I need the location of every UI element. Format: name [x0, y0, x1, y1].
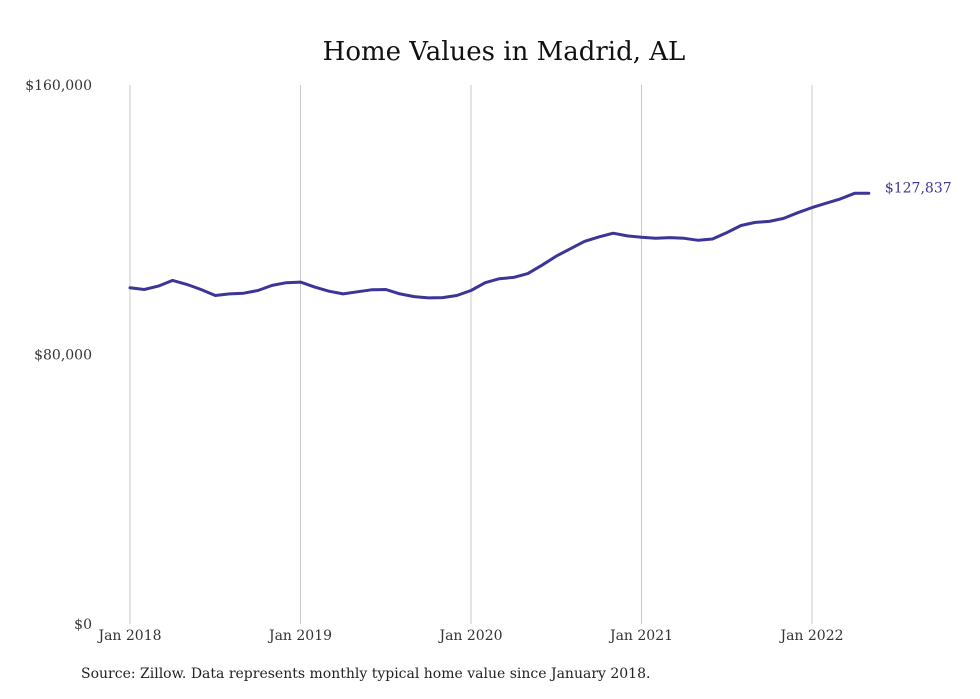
- series-end-label: $127,837: [885, 180, 952, 196]
- y-axis-ticks: $0 $80,000 $160,000: [25, 78, 92, 633]
- source-note: Source: Zillow. Data represents monthly …: [81, 666, 651, 682]
- y-tick-label: $80,000: [34, 348, 92, 364]
- x-tick-label: Jan 2020: [437, 628, 502, 644]
- grid-lines: [129, 85, 813, 624]
- x-tick-label: Jan 2018: [96, 628, 161, 644]
- y-tick-label: $0: [74, 617, 92, 633]
- y-tick-label: $160,000: [25, 78, 92, 94]
- x-tick-label: Jan 2022: [778, 628, 843, 644]
- series-group: $127,837: [128, 180, 952, 300]
- x-tick-label: Jan 2019: [267, 628, 332, 644]
- x-axis-ticks: Jan 2018 Jan 2019 Jan 2020 Jan 2021 Jan 2022: [96, 628, 843, 644]
- x-tick-label: Jan 2021: [608, 628, 673, 644]
- chart-title: Home Values in Madrid, AL: [323, 37, 686, 67]
- series-line: [128, 191, 871, 300]
